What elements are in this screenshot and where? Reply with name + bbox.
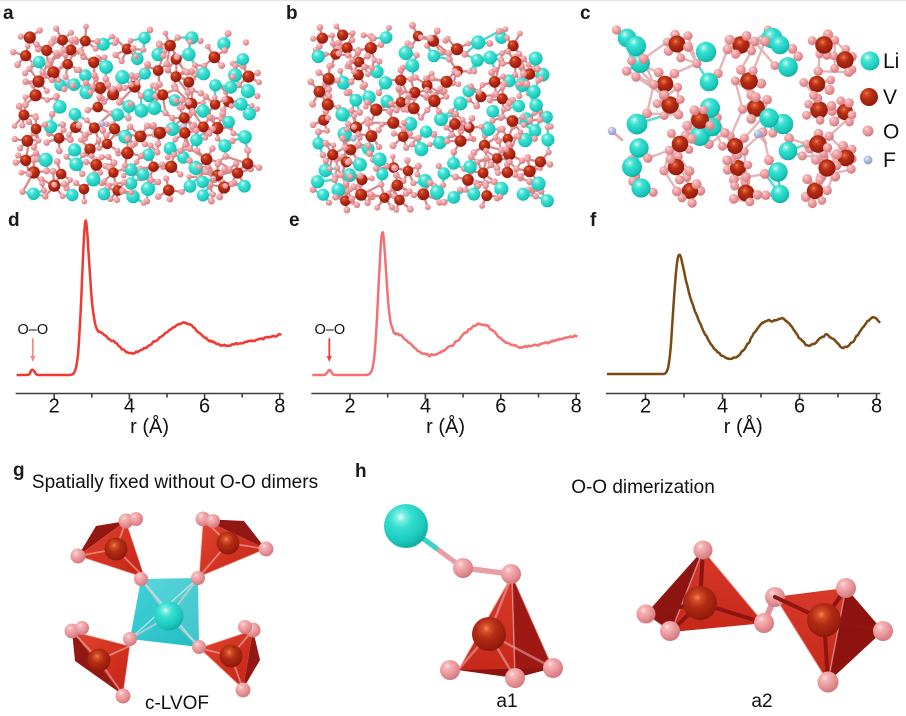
svg-text:Li: Li — [883, 50, 899, 73]
svg-text:F: F — [883, 149, 896, 172]
svg-text:8: 8 — [274, 396, 285, 418]
svg-text:O: O — [883, 121, 899, 144]
svg-text:r (Å): r (Å) — [724, 415, 763, 438]
svg-text:2: 2 — [640, 396, 651, 418]
svg-text:O-O dimerization: O-O dimerization — [571, 477, 715, 498]
svg-text:a1: a1 — [496, 691, 517, 711]
svg-text:a: a — [3, 3, 14, 24]
svg-text:c: c — [580, 3, 591, 24]
svg-text:g: g — [13, 460, 25, 481]
svg-text:4: 4 — [420, 396, 431, 418]
svg-text:8: 8 — [571, 396, 582, 418]
svg-text:2: 2 — [49, 396, 60, 418]
svg-text:c-LVOF: c-LVOF — [145, 693, 209, 711]
svg-text:h: h — [355, 461, 367, 482]
svg-text:a2: a2 — [751, 691, 772, 711]
svg-text:6: 6 — [495, 396, 506, 418]
svg-text:2: 2 — [344, 396, 355, 418]
svg-text:f: f — [590, 210, 597, 231]
svg-text:4: 4 — [124, 396, 135, 418]
svg-text:r (Å): r (Å) — [426, 415, 465, 438]
svg-text:d: d — [8, 210, 20, 231]
svg-text:e: e — [289, 210, 300, 231]
svg-text:V: V — [883, 86, 897, 109]
svg-text:b: b — [286, 3, 298, 24]
svg-text:6: 6 — [794, 396, 805, 418]
svg-text:Spatially fixed without O-O di: Spatially fixed without O-O dimers — [32, 472, 318, 493]
svg-text:O–O: O–O — [315, 322, 346, 338]
svg-text:8: 8 — [871, 396, 882, 418]
svg-text:6: 6 — [199, 396, 210, 418]
svg-text:r (Å): r (Å) — [130, 415, 169, 438]
svg-text:O–O: O–O — [18, 322, 49, 338]
svg-text:4: 4 — [717, 396, 728, 418]
